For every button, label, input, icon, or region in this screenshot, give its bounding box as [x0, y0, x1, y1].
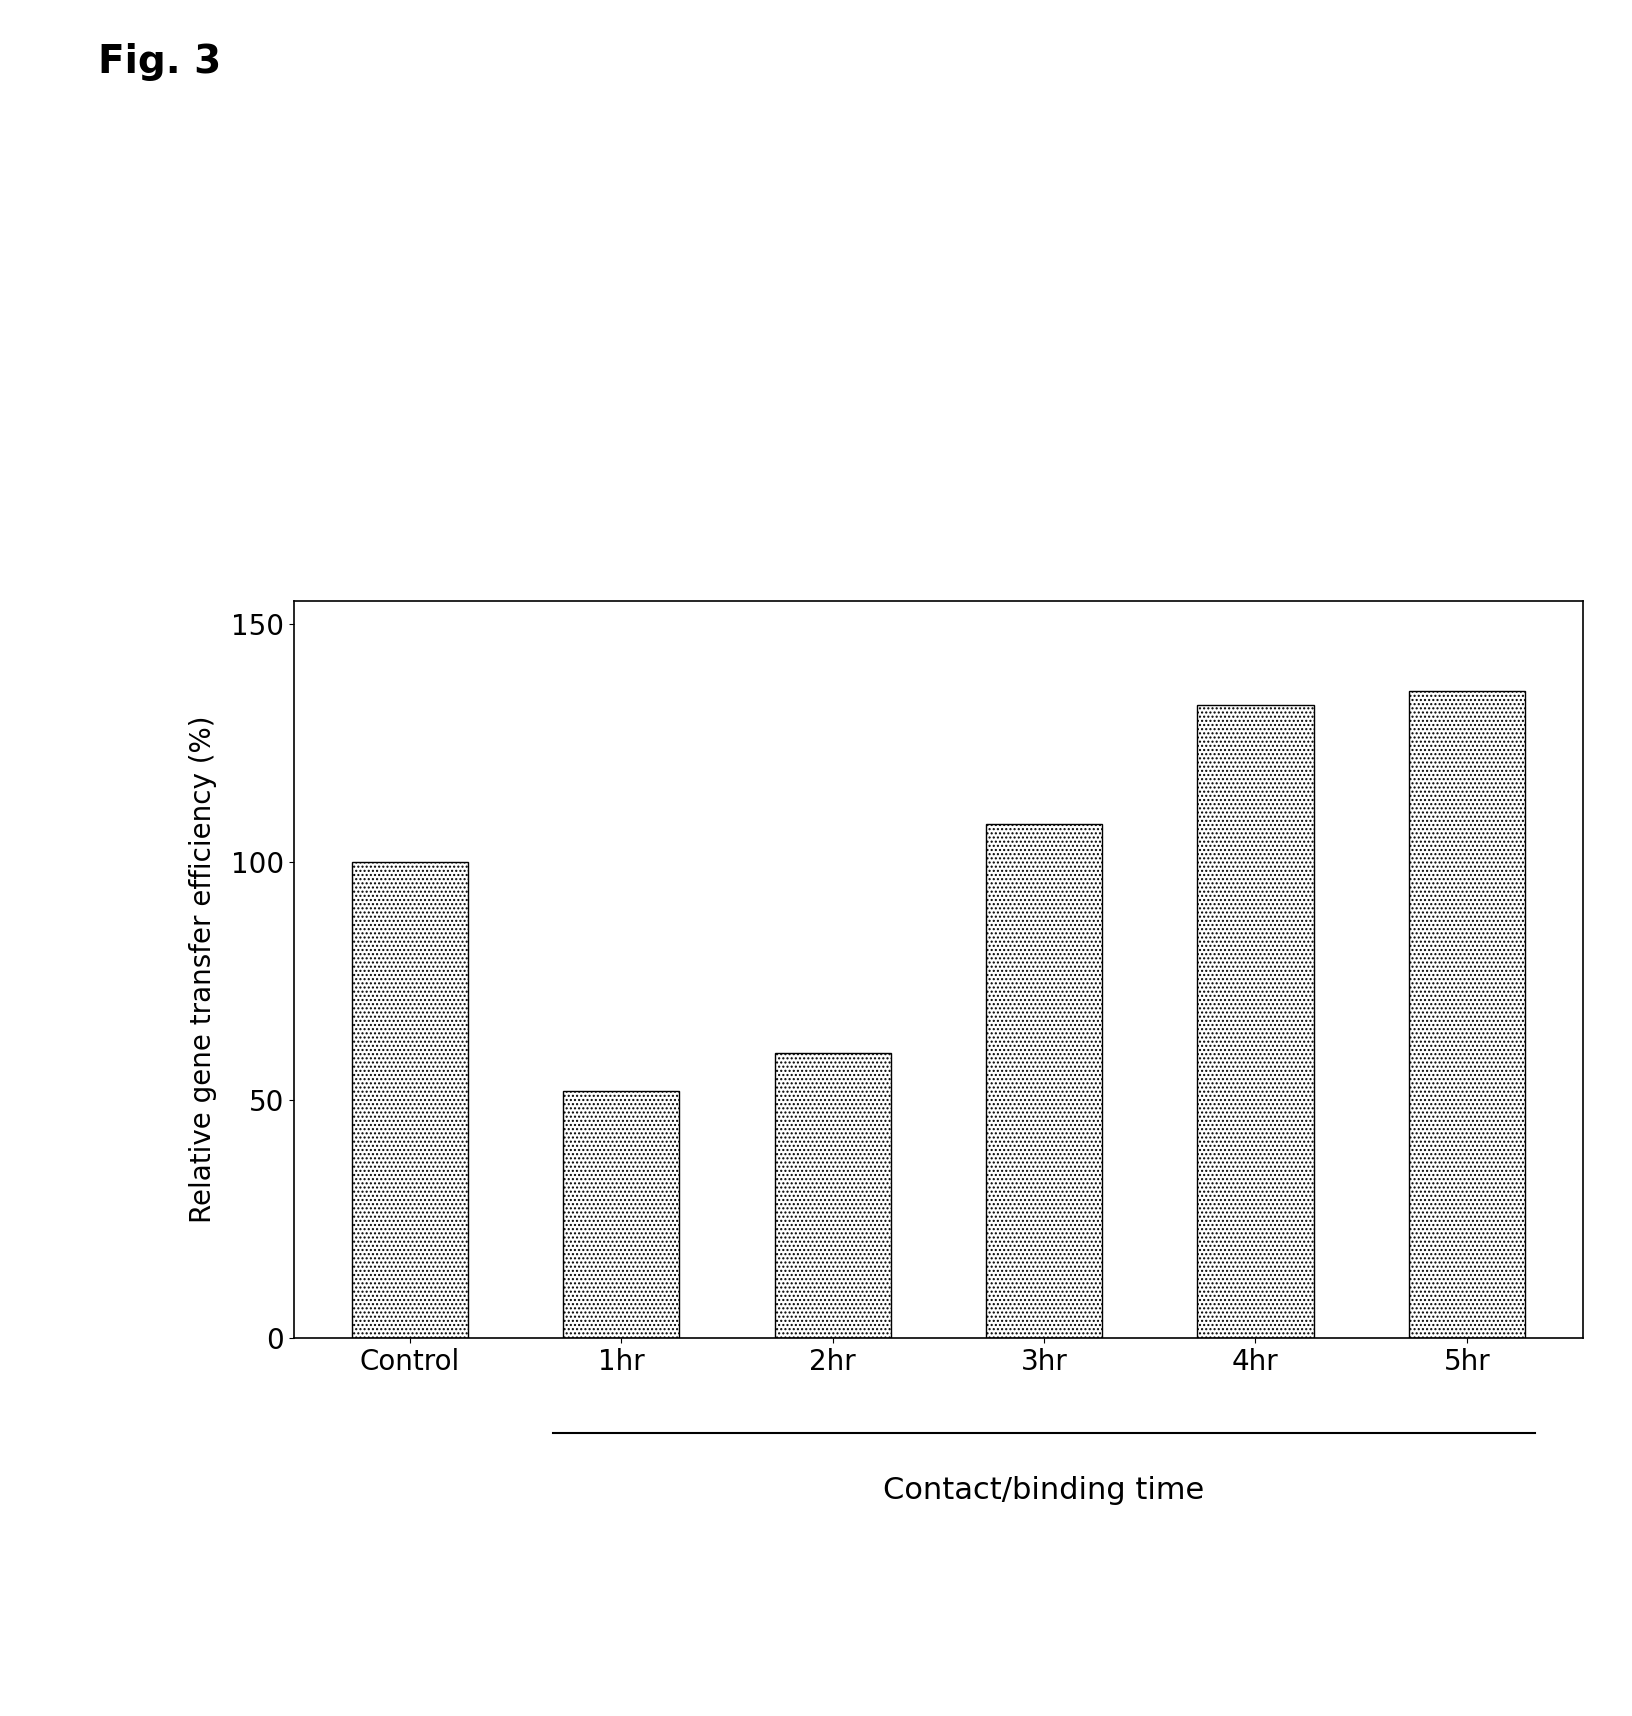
Bar — [1408, 692, 1524, 1338]
Y-axis label: Relative gene transfer efficiency (%): Relative gene transfer efficiency (%) — [189, 716, 217, 1224]
Bar — [986, 824, 1102, 1338]
Text: Contact/binding time: Contact/binding time — [883, 1476, 1204, 1505]
Bar — [775, 1054, 891, 1338]
Text: Fig. 3: Fig. 3 — [98, 43, 222, 81]
Bar — [1198, 705, 1314, 1338]
Bar — [563, 1091, 679, 1338]
Bar — [353, 863, 468, 1338]
